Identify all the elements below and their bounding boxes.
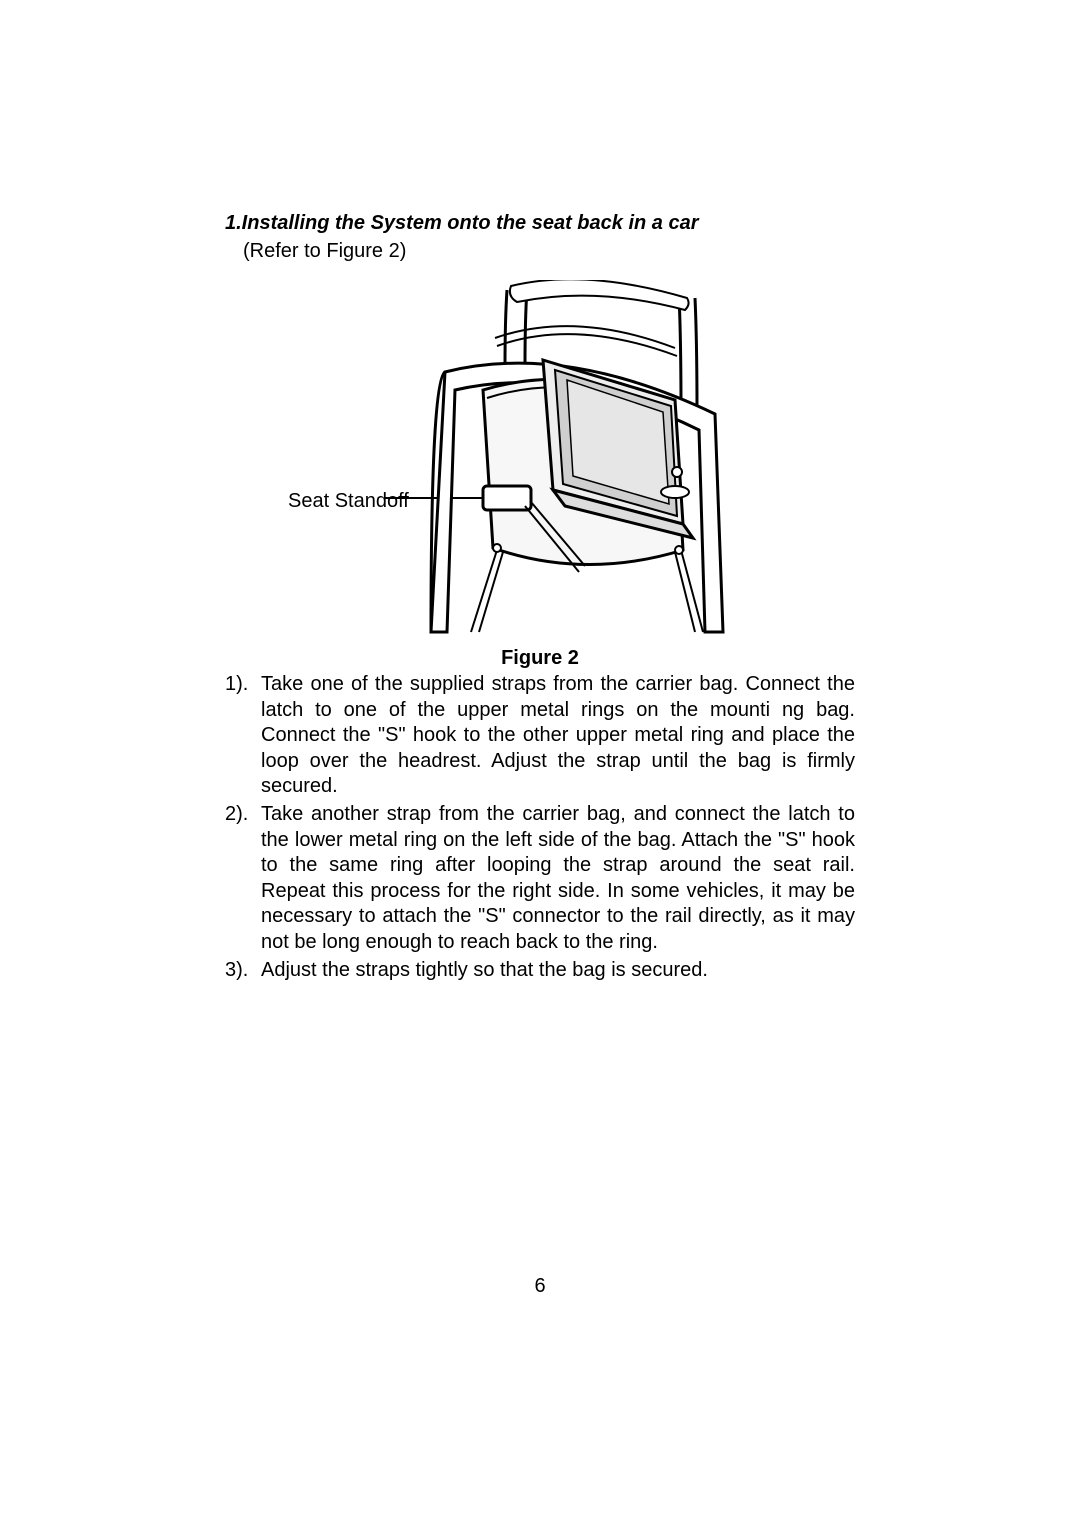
page-content: 1.Installing the System onto the seat ba… bbox=[0, 0, 1080, 983]
seat-mount-illustration-icon bbox=[375, 280, 765, 640]
step-2: Take another strap from the carrier bag,… bbox=[225, 802, 855, 956]
step-3: Adjust the straps tightly so that the ba… bbox=[225, 958, 855, 984]
instruction-list: Take one of the supplied straps from the… bbox=[225, 672, 855, 983]
callout-seat-standoff: Seat Standoff bbox=[288, 490, 409, 513]
figure-2: Seat Standoff bbox=[225, 280, 855, 670]
page-number: 6 bbox=[0, 1275, 1080, 1298]
refer-line: (Refer to Figure 2) bbox=[243, 238, 855, 264]
section-heading: 1.Installing the System onto the seat ba… bbox=[225, 210, 855, 236]
figure-caption: Figure 2 bbox=[225, 647, 855, 670]
step-1: Take one of the supplied straps from the… bbox=[225, 672, 855, 800]
